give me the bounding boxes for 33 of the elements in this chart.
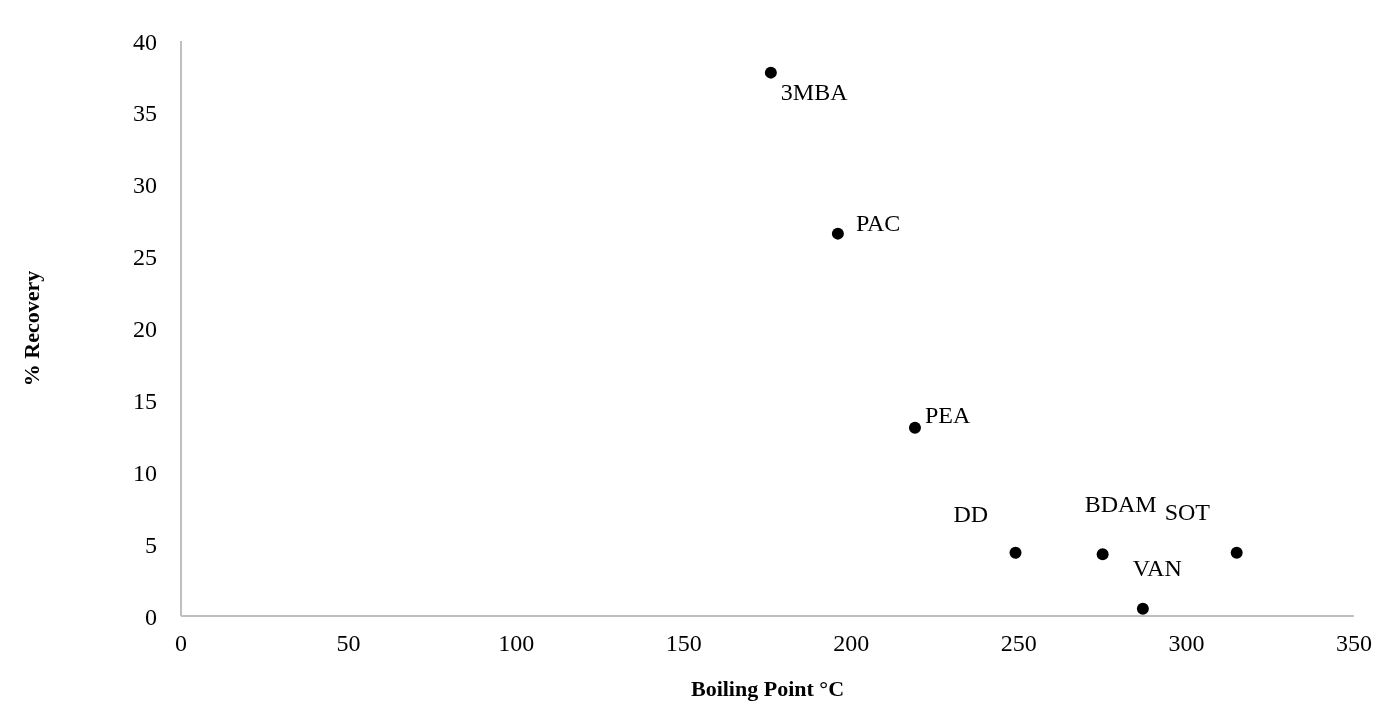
annotation: PEA [924, 402, 971, 429]
y-tick-label: 25 [133, 244, 157, 271]
y-tick-label: 40 [133, 28, 157, 55]
x-tick-label: 250 [1000, 630, 1037, 657]
annotation: PAC [855, 210, 901, 237]
y-tick-label: 30 [133, 172, 157, 199]
y-tick-label: 20 [133, 316, 157, 343]
annotation: BDAM [1084, 490, 1157, 517]
point [1230, 546, 1243, 559]
annotation: DD [953, 501, 989, 528]
annotation: VAN [1132, 555, 1182, 582]
x-tick-label: 350 [1336, 630, 1372, 657]
y-tick-label: 10 [133, 459, 157, 486]
y-tick-label: 35 [133, 100, 157, 127]
y-tick-label: 5 [145, 531, 157, 558]
x-tick-label: 0 [175, 630, 187, 657]
y-tick-label: 0 [145, 603, 157, 630]
point [1096, 548, 1109, 561]
x-tick-label: 200 [833, 630, 870, 657]
annotation: 3MBA [780, 79, 849, 106]
x-tick-label: 300 [1168, 630, 1205, 657]
point [764, 66, 777, 79]
x-tick-label: 50 [336, 630, 361, 657]
point [1009, 546, 1022, 559]
annotation: SOT [1164, 499, 1211, 526]
y-axis-title: % Recovery [18, 270, 44, 387]
x-axis-title: Boiling Point °C [690, 676, 845, 701]
point [908, 421, 921, 434]
point [1136, 602, 1149, 615]
y-tick-label: 15 [133, 387, 157, 414]
x-tick-label: 150 [665, 630, 702, 657]
point [831, 227, 844, 240]
x-tick-label: 100 [498, 630, 535, 657]
